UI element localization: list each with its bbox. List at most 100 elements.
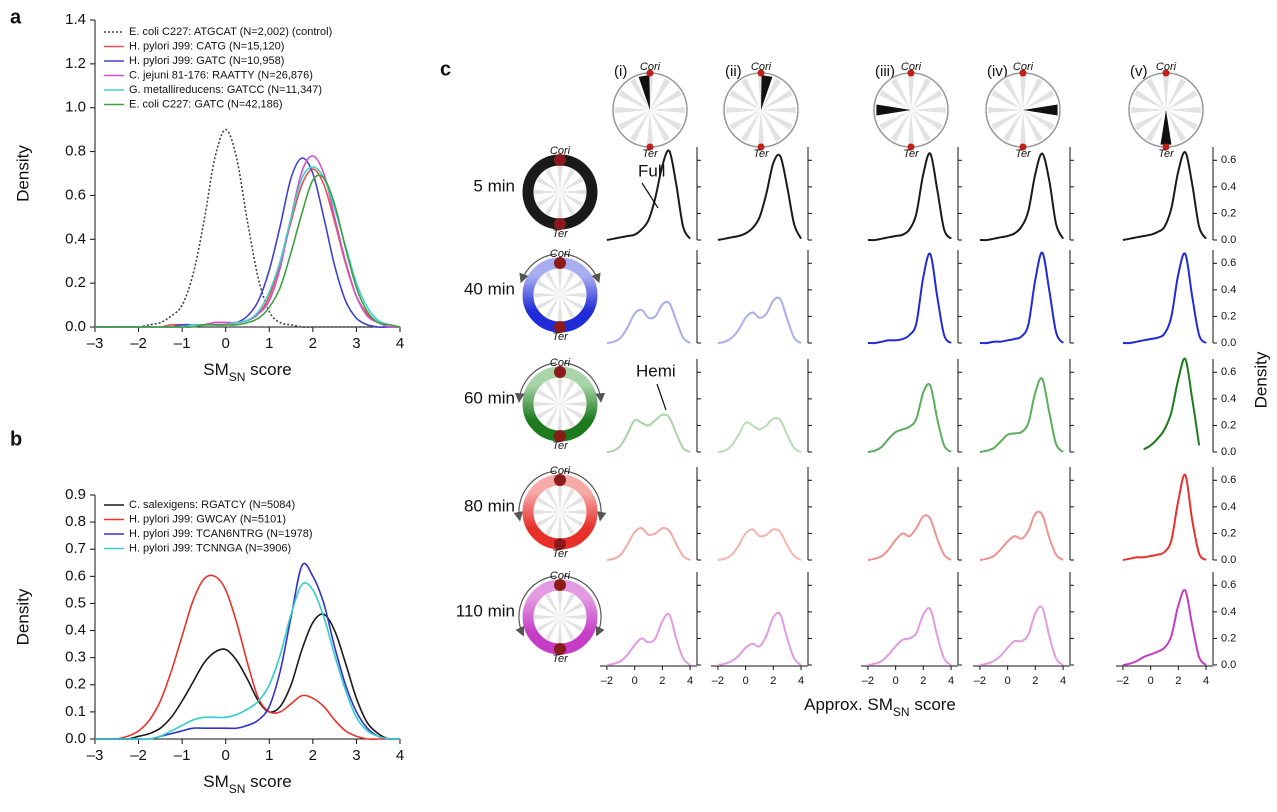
x-tick-label: –1 <box>174 747 191 764</box>
annotation: Full <box>638 161 665 180</box>
origin-label: Cori <box>640 61 661 73</box>
x-tick-label: 2 <box>659 675 665 687</box>
x-tick-label: –2 <box>130 335 147 352</box>
fan-wedge <box>560 401 586 407</box>
density-line <box>95 174 401 328</box>
fan-wedge <box>911 89 943 110</box>
density-line <box>95 157 400 328</box>
fan-wedge <box>740 110 761 142</box>
fan-wedge <box>560 189 586 195</box>
density-line <box>867 252 952 345</box>
fan-wedge <box>545 488 560 512</box>
fan-wedge <box>560 512 584 527</box>
annotation-pointer <box>641 182 659 209</box>
x-tick-label: 2 <box>920 675 926 687</box>
density-line <box>867 514 952 561</box>
density-line <box>606 149 691 241</box>
fan-wedge <box>1166 110 1198 131</box>
fan-wedge <box>1166 89 1198 110</box>
x-tick-label: –3 <box>87 335 104 352</box>
fan-wedge <box>557 166 563 192</box>
x-tick-label: –3 <box>87 747 104 764</box>
origin-label: Cori <box>550 248 571 260</box>
density-line <box>979 152 1065 242</box>
x-axis-label: Approx. SMSN score <box>804 695 956 719</box>
terminus-dot <box>554 321 566 333</box>
fan-wedge <box>629 78 650 110</box>
fan-wedge <box>536 177 560 192</box>
fan-wedge <box>1145 110 1166 142</box>
density-line <box>606 413 691 453</box>
legend-label: G. metallireducens: GATCC (N=11,347) <box>129 84 322 96</box>
x-tick-label: 2 <box>309 747 317 764</box>
y-tick-label: 0.6 <box>1221 154 1236 166</box>
fan-wedge <box>557 269 563 295</box>
density-line <box>1122 588 1207 666</box>
legend-label: H. pylori J99: CATG (N=15,120) <box>129 40 284 52</box>
fan-wedge <box>879 89 911 110</box>
origin-label: Cori <box>550 357 571 369</box>
y-tick-label: 0.2 <box>1221 632 1236 644</box>
fan-wedge <box>650 110 682 131</box>
terminus-label: Ter <box>552 653 569 665</box>
fan-wedge <box>536 512 560 527</box>
y-tick-label: 0.6 <box>65 186 86 203</box>
fan-wedge <box>560 617 584 632</box>
fan-wedge <box>560 295 584 310</box>
x-axis-label-part: SM <box>203 772 229 791</box>
x-tick-label: –2 <box>1117 675 1129 687</box>
replication-wedge <box>638 75 650 110</box>
fan-wedge <box>560 280 584 295</box>
x-tick-label: 0 <box>743 675 749 687</box>
x-tick-label: 0 <box>1005 675 1011 687</box>
terminus-label: Ter <box>552 440 569 452</box>
fan-wedge <box>560 602 584 617</box>
fan-wedge <box>650 89 682 110</box>
legend-label: C. salexigens: RGATCY (N=5084) <box>129 499 295 511</box>
terminus-dot <box>757 143 765 151</box>
row-label: 40 min <box>464 279 515 298</box>
fan-wedge <box>1145 78 1166 110</box>
fan-wedge <box>1023 78 1044 110</box>
fan-wedge <box>545 380 560 404</box>
y-tick-label: 0.2 <box>1221 527 1236 539</box>
density-line <box>717 417 802 453</box>
origin-label: Cori <box>1156 61 1177 73</box>
replication-wedge <box>761 75 773 110</box>
fan-wedge <box>761 78 782 110</box>
fan-wedge <box>1023 110 1055 131</box>
x-tick-label: 2 <box>309 335 317 352</box>
x-tick-label: 1 <box>265 335 273 352</box>
fan-wedge <box>1019 110 1027 145</box>
density-line <box>95 613 401 741</box>
y-tick-label: 1.4 <box>65 11 86 28</box>
legend-label: H. pylori J99: GATC (N=10,958) <box>129 55 284 67</box>
fan-wedge <box>1019 75 1027 110</box>
y-tick-label: 0.6 <box>1221 579 1236 591</box>
fan-wedge <box>1162 75 1170 110</box>
fan-wedge <box>650 78 671 110</box>
fan-wedge <box>729 110 761 131</box>
terminus-dot <box>554 218 566 230</box>
x-tick-label: 4 <box>687 675 693 687</box>
fan-wedge <box>536 389 560 404</box>
fan-wedge <box>534 292 560 298</box>
fan-wedge <box>545 295 560 319</box>
fork-arrow <box>515 575 557 637</box>
y-tick-label: 0.5 <box>65 594 86 611</box>
fan-wedge <box>534 614 560 620</box>
fan-wedge <box>560 168 575 192</box>
y-tick-label: 0.6 <box>1221 257 1236 269</box>
fan-wedge <box>1134 110 1166 131</box>
y-tick-label: 0.1 <box>65 703 86 720</box>
x-tick-label: 1 <box>265 747 273 764</box>
fan-wedge <box>560 497 584 512</box>
y-tick-label: 0.4 <box>1221 393 1236 405</box>
y-tick-label: 0.4 <box>1221 606 1236 618</box>
x-tick-label: 4 <box>1203 675 1209 687</box>
origin-dot <box>554 366 566 378</box>
origin-label: Cori <box>751 61 772 73</box>
fan-wedge <box>557 617 563 643</box>
fan-wedge <box>560 295 575 319</box>
fan-wedge <box>534 189 560 195</box>
